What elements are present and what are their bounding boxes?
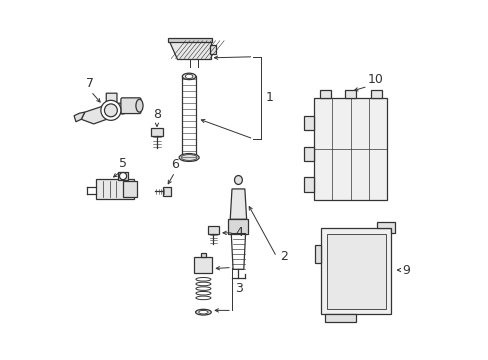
- Bar: [370, 90, 381, 98]
- Text: 4: 4: [235, 226, 243, 239]
- Bar: [313, 98, 386, 200]
- Polygon shape: [169, 41, 210, 59]
- Text: 10: 10: [367, 73, 383, 86]
- Bar: [321, 228, 390, 314]
- Ellipse shape: [198, 310, 207, 314]
- Bar: [209, 45, 216, 54]
- Ellipse shape: [234, 176, 242, 184]
- Bar: [304, 177, 313, 192]
- Bar: [345, 90, 355, 98]
- Polygon shape: [81, 93, 124, 124]
- Bar: [163, 187, 171, 196]
- Bar: [168, 38, 212, 42]
- Bar: [319, 90, 330, 98]
- Bar: [304, 116, 313, 130]
- Bar: [228, 219, 248, 234]
- Text: 7: 7: [85, 77, 93, 90]
- Text: 8: 8: [153, 108, 161, 121]
- Ellipse shape: [195, 309, 211, 315]
- Ellipse shape: [179, 154, 199, 161]
- Text: 2: 2: [280, 250, 287, 263]
- Bar: [200, 252, 206, 257]
- FancyBboxPatch shape: [121, 98, 141, 113]
- Bar: [304, 147, 313, 161]
- Text: 9: 9: [402, 264, 409, 276]
- Ellipse shape: [136, 99, 143, 112]
- Bar: [118, 172, 128, 180]
- Bar: [123, 181, 136, 197]
- Bar: [182, 76, 196, 160]
- Text: 3: 3: [235, 283, 243, 296]
- Bar: [194, 257, 212, 273]
- Polygon shape: [376, 222, 394, 233]
- Polygon shape: [230, 189, 246, 219]
- Text: 1: 1: [265, 91, 273, 104]
- Bar: [207, 226, 219, 234]
- Bar: [326, 234, 385, 309]
- Ellipse shape: [182, 73, 196, 80]
- Polygon shape: [74, 112, 84, 122]
- Text: 6: 6: [171, 158, 179, 171]
- Circle shape: [104, 104, 117, 117]
- Bar: [324, 314, 355, 322]
- Bar: [96, 179, 134, 199]
- Ellipse shape: [185, 74, 192, 78]
- Bar: [314, 246, 321, 262]
- Circle shape: [119, 172, 126, 180]
- Circle shape: [101, 100, 121, 120]
- Bar: [150, 128, 163, 136]
- Text: 5: 5: [119, 157, 127, 170]
